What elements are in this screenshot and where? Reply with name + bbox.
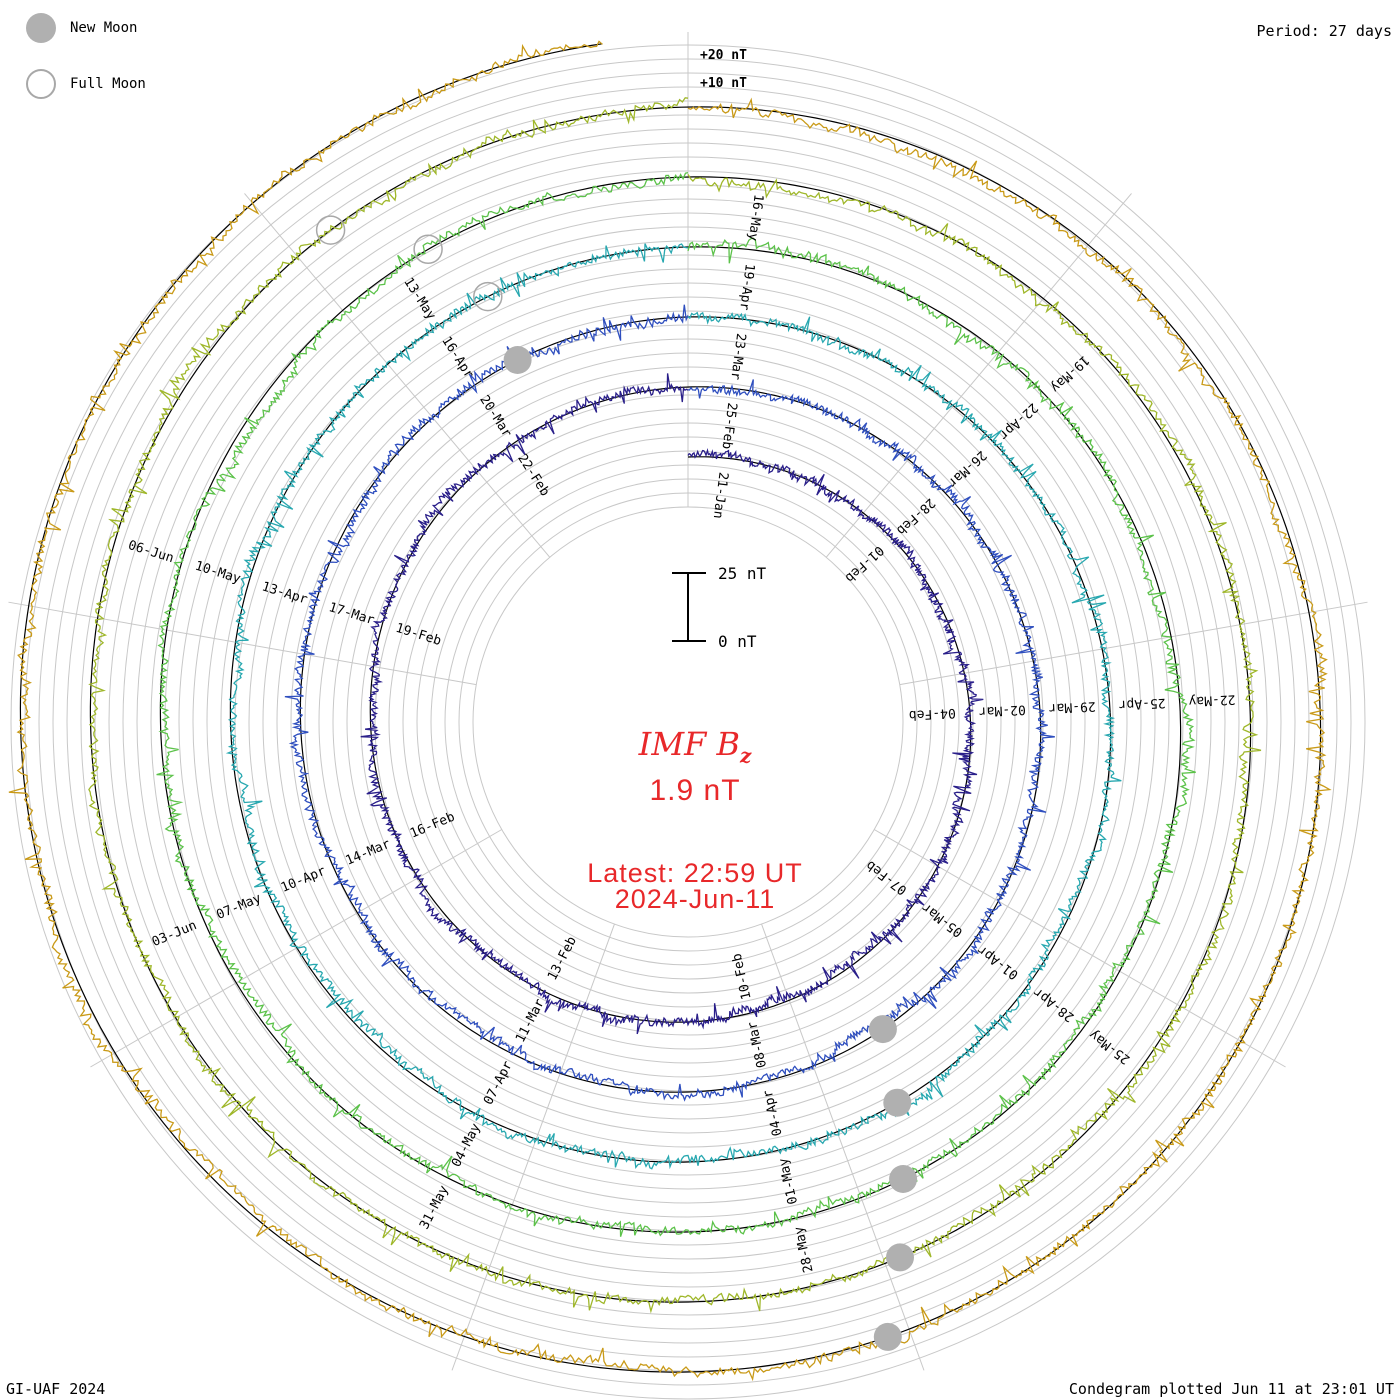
date-label: 07-Apr — [481, 1059, 516, 1108]
date-label: 04-Feb — [908, 705, 956, 722]
date-label: 22-Apr — [996, 400, 1041, 443]
new-moon-marker — [503, 346, 532, 374]
bz-trace-rotation-2 — [284, 304, 1055, 1102]
scale-label-outer: +20 nT — [700, 48, 747, 63]
date-label: 26-Mar — [944, 447, 989, 490]
date-label: 01-May — [776, 1156, 801, 1205]
bz-trace-rotation-4 — [156, 171, 1196, 1237]
period-label: Period: 27 days — [1256, 22, 1392, 40]
date-label: 08-Mar — [745, 1020, 770, 1069]
grid-circle — [388, 422, 988, 1022]
date-label: 10-Feb — [730, 952, 755, 1001]
grid-radial — [899, 601, 1368, 686]
bz-trace-rotation-6 — [8, 40, 1332, 1382]
date-label: 22-May — [1188, 691, 1236, 708]
date-label: 01-Feb — [842, 542, 887, 585]
date-label: 28-May — [792, 1225, 817, 1274]
parameter-title-main: IMF B — [638, 725, 740, 763]
footer-credit: GI-UAF 2024 — [6, 1380, 106, 1398]
date-label: 19-May — [1047, 352, 1092, 395]
moon-marker-layer — [315, 215, 918, 1351]
full-moon-marker — [473, 281, 503, 312]
new-moon-marker — [889, 1165, 918, 1193]
new-moon-marker — [886, 1243, 914, 1272]
scale-bar — [672, 572, 706, 642]
moon-legend: New Moon Full Moon — [26, 12, 226, 102]
latest-time: Latest: 22:59 UT — [587, 858, 803, 888]
date-label: 19-Feb — [394, 621, 443, 649]
data-layer — [8, 40, 1332, 1382]
date-label: 17-Mar — [327, 600, 376, 628]
date-label: 04-May — [449, 1121, 484, 1170]
grid-radial — [8, 601, 477, 686]
bz-trace-rotation-5 — [88, 97, 1262, 1314]
date-label: 25-Feb — [719, 402, 740, 451]
grid-radial — [451, 923, 615, 1371]
new-moon-label: New Moon — [70, 20, 138, 36]
current-value: 1.9 nT — [649, 774, 741, 807]
grid-radial — [90, 829, 503, 1068]
scale-bar-top-label: 25 nT — [718, 564, 767, 583]
latest-date: 2024-Jun-11 — [614, 884, 776, 914]
date-label: 21-Jan — [710, 471, 731, 519]
grid-circle — [402, 436, 974, 1008]
date-label: 04-Apr — [761, 1088, 786, 1137]
date-label: 11-Mar — [513, 996, 548, 1045]
date-label: 19-Apr — [736, 263, 757, 312]
scale-bar-bottom-label: 0 nT — [718, 632, 757, 651]
date-label: 31-May — [417, 1183, 452, 1232]
grid-radial — [761, 923, 925, 1371]
legend-full-moon: Full Moon — [26, 68, 146, 100]
footer-plot-time: Condegram plotted Jun 11 at 23:01 UT — [1068, 1380, 1394, 1398]
new-moon-marker — [873, 1322, 902, 1351]
date-label: 16-May — [745, 193, 766, 242]
date-label: 13-Apr — [260, 579, 309, 607]
new-moon-icon — [26, 13, 56, 43]
full-moon-marker — [413, 234, 443, 265]
new-moon-marker — [883, 1088, 912, 1117]
full-moon-label: Full Moon — [70, 76, 146, 92]
date-label: 16-Feb — [408, 809, 457, 841]
grid-radial — [825, 193, 1132, 558]
date-label: 02-Mar — [978, 702, 1026, 719]
date-label: 29-Mar — [1048, 698, 1096, 715]
grid-radial — [244, 193, 551, 558]
scale-label-inner: +10 nT — [700, 76, 747, 91]
full-moon-icon — [26, 69, 56, 99]
date-label: 23-Mar — [727, 332, 748, 381]
date-label: 10-May — [193, 559, 242, 587]
parameter-title-subscript: z — [739, 743, 752, 768]
new-moon-marker — [868, 1015, 897, 1044]
bz-trace-rotation-3 — [225, 243, 1122, 1170]
date-label: 06-Jun — [126, 538, 175, 566]
legend-new-moon: New Moon — [26, 12, 137, 44]
parameter-title: IMF Bz — [540, 725, 850, 767]
bz-trace-rotation-1 — [360, 373, 984, 1035]
date-label: 25-Apr — [1118, 695, 1166, 712]
grid-radial — [873, 829, 1286, 1068]
date-label: 13-Feb — [545, 934, 580, 983]
full-moon-marker — [315, 215, 346, 245]
date-label: 28-Feb — [893, 495, 938, 538]
